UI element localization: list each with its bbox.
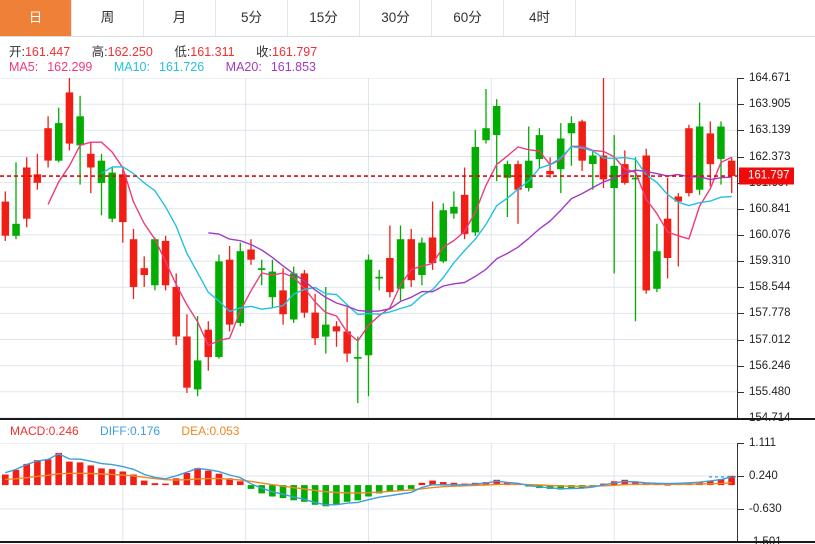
ohlc-legend: 开:161.447 高:162.250 低:161.311 收:161.797 bbox=[9, 41, 317, 60]
ma10-label: MA10: bbox=[113, 60, 150, 74]
ma20-label: MA20: bbox=[225, 60, 262, 74]
dea-value: 0.053 bbox=[209, 424, 240, 438]
last-price-badge: 161.797 bbox=[739, 167, 794, 185]
price-axis: 164.671163.905163.139162.373161.607160.8… bbox=[737, 72, 815, 424]
high-label: 高: bbox=[91, 45, 108, 59]
macd-axis-tick bbox=[738, 443, 744, 444]
macd-axis-tick bbox=[738, 476, 744, 477]
tab-4hour[interactable]: 4时 bbox=[504, 0, 576, 36]
price-axis-tick bbox=[738, 287, 744, 289]
ma5-value: 162.299 bbox=[47, 60, 93, 74]
ma20-value: 161.853 bbox=[270, 60, 316, 74]
macd-axis: 1.111 0.240 -0.630 -1.501 bbox=[737, 437, 815, 544]
price-axis-label: 160.841 bbox=[749, 202, 791, 215]
open-label: 开: bbox=[9, 45, 25, 59]
price-axis-tick bbox=[738, 261, 744, 263]
macd-axis-label: 1.111 bbox=[749, 437, 777, 449]
ma10-value: 161.726 bbox=[159, 60, 205, 74]
price-axis-label: 157.012 bbox=[749, 333, 791, 346]
price-axis-tick bbox=[738, 208, 744, 210]
price-axis-tick bbox=[738, 391, 744, 393]
tab-5min[interactable]: 5分 bbox=[216, 0, 288, 36]
price-axis-tick bbox=[738, 78, 744, 79]
tab-day[interactable]: 日 bbox=[0, 0, 72, 36]
price-axis-label: 158.544 bbox=[749, 281, 791, 294]
price-axis-tick bbox=[738, 313, 744, 315]
macd-label: MACD: bbox=[10, 424, 49, 438]
dea-label: DEA: bbox=[181, 424, 210, 438]
price-axis-tick bbox=[738, 156, 744, 158]
low-label: 低: bbox=[174, 45, 191, 59]
price-axis-label: 160.076 bbox=[749, 228, 791, 241]
price-axis-label: 159.310 bbox=[749, 255, 791, 268]
macd-axis-label: 0.240 bbox=[749, 470, 778, 482]
close-value: 161.797 bbox=[272, 45, 318, 59]
tab-week[interactable]: 周 bbox=[72, 0, 144, 36]
macd-histogram-chart bbox=[0, 443, 737, 542]
price-axis-label: 162.373 bbox=[749, 150, 791, 163]
macd-axis-tick bbox=[738, 509, 744, 510]
tab-bar-filler bbox=[576, 0, 815, 36]
chart-bottom-border bbox=[0, 541, 815, 543]
low-value: 161.311 bbox=[190, 45, 235, 59]
macd-value: 0.246 bbox=[48, 424, 79, 438]
macd-legend: MACD:0.246 DIFF:0.176 DEA:0.053 bbox=[10, 424, 239, 438]
close-label: 收: bbox=[256, 45, 273, 59]
open-value: 161.447 bbox=[24, 45, 71, 59]
price-axis-tick bbox=[738, 130, 744, 132]
price-axis-label: 163.905 bbox=[749, 98, 791, 111]
tab-60min[interactable]: 60分 bbox=[432, 0, 504, 36]
price-axis-tick bbox=[738, 234, 744, 236]
period-tab-bar: 日 周 月 5分 15分 30分 60分 4时 bbox=[0, 0, 815, 37]
price-axis-tick bbox=[738, 104, 744, 106]
tab-15min[interactable]: 15分 bbox=[288, 0, 360, 36]
price-axis-label: 157.778 bbox=[749, 307, 791, 320]
price-axis-tick bbox=[738, 339, 744, 341]
candlestick-chart bbox=[0, 78, 737, 418]
price-axis-label: 163.139 bbox=[749, 124, 791, 137]
diff-label: DIFF: bbox=[100, 424, 131, 438]
macd-chart-panel[interactable] bbox=[0, 443, 737, 542]
moving-average-legend: MA5: 162.299 MA10: 161.726 MA20: 161.853 bbox=[9, 60, 316, 74]
high-value: 162.250 bbox=[107, 45, 153, 59]
price-axis-label: 155.480 bbox=[749, 385, 791, 398]
ma5-label: MA5: bbox=[9, 60, 39, 74]
diff-value: 0.176 bbox=[130, 424, 161, 438]
macd-axis-label: -1.501 bbox=[749, 536, 782, 544]
tab-30min[interactable]: 30分 bbox=[360, 0, 432, 36]
price-axis-label: 156.246 bbox=[749, 359, 791, 372]
panel-divider bbox=[0, 418, 815, 420]
macd-axis-label: -0.630 bbox=[749, 503, 782, 515]
price-axis-label: 164.671 bbox=[749, 72, 791, 84]
price-axis-tick bbox=[738, 365, 744, 367]
tab-month[interactable]: 月 bbox=[144, 0, 216, 36]
price-chart-panel[interactable] bbox=[0, 78, 737, 418]
